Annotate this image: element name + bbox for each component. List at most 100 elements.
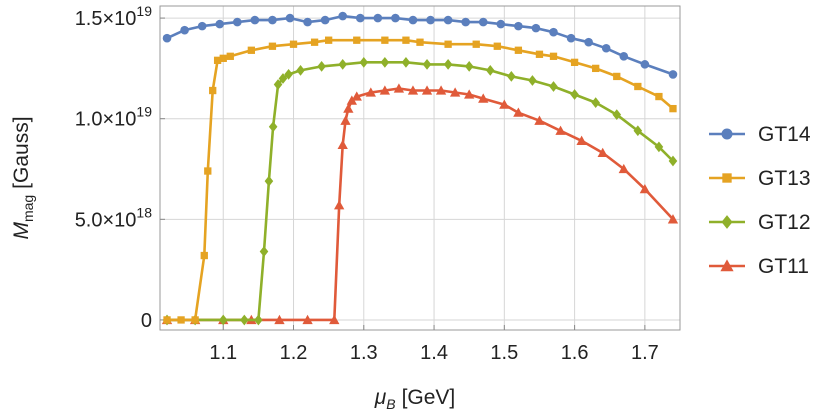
y-axis-label: Mmag [Gauss] (10, 116, 36, 239)
data-point (407, 85, 419, 95)
y-tick-mantissa: 0 (141, 310, 152, 332)
data-point (613, 72, 621, 81)
legend-marker (721, 128, 733, 140)
legend-label: GT13 (758, 167, 811, 190)
data-point (329, 314, 340, 325)
data-point (259, 246, 269, 257)
data-point (204, 167, 212, 175)
data-point (472, 40, 480, 48)
y-axis-label-symbol: M (10, 222, 33, 240)
data-point (514, 46, 523, 54)
legend-label: GT11 (758, 255, 809, 278)
x-tick-label: 1.4 (420, 342, 448, 364)
data-point (528, 75, 537, 86)
y-tick-mantissa: 1.5×10 (75, 8, 137, 30)
y-tick-mantissa: 5.0×10 (75, 209, 137, 231)
legend-marker (720, 259, 734, 272)
data-point (337, 139, 348, 149)
data-point (640, 60, 650, 69)
data-point (534, 115, 545, 125)
y-tick-label: 0 (141, 310, 152, 332)
x-tick-label: 1.1 (209, 342, 237, 364)
data-point (549, 81, 558, 92)
legend: GT14 GT13 GT12 GT11 (709, 123, 811, 278)
data-point (639, 183, 651, 194)
data-point (373, 13, 383, 23)
x-axis-label-unit: [GeV] (402, 386, 456, 409)
plot-frame (159, 5, 681, 331)
data-point (302, 314, 313, 325)
data-point (197, 21, 207, 31)
data-point (618, 163, 629, 174)
data-point (213, 56, 222, 64)
data-point (303, 17, 312, 27)
legend-item-gt11: GT11 (709, 255, 809, 278)
x-axis-ticks: 1.1 1.2 1.3 1.4 1.5 1.6 1.7 (209, 325, 659, 364)
data-point (597, 147, 608, 158)
data-point (209, 86, 217, 95)
data-point (180, 25, 189, 35)
data-point (247, 46, 256, 54)
y-tick-exponent: 19 (136, 104, 152, 120)
data-point (461, 17, 470, 27)
data-point (669, 104, 677, 113)
data-point (591, 97, 600, 108)
data-point (268, 15, 277, 25)
data-point (232, 17, 242, 27)
data-point (200, 251, 208, 260)
data-point (416, 38, 424, 46)
data-point (655, 92, 663, 101)
series-line (167, 61, 674, 322)
legend-label: GT14 (758, 123, 811, 146)
data-point (566, 33, 576, 43)
data-point (353, 36, 361, 44)
data-point (619, 52, 629, 61)
y-tick-label: 5.0×1018 (75, 204, 153, 231)
data-point (668, 155, 678, 167)
data-point (513, 107, 524, 117)
data-point (338, 11, 348, 21)
data-point (555, 125, 566, 135)
data-point (254, 314, 263, 326)
legend-item-gt12: GT12 (709, 211, 811, 234)
data-point (285, 13, 295, 23)
data-point (464, 60, 474, 72)
data-point (570, 89, 579, 100)
data-point (218, 314, 228, 326)
data-point (402, 36, 410, 44)
data-point (570, 58, 579, 67)
data-point (667, 214, 679, 224)
data-point (549, 52, 558, 60)
y-tick-label: 1.5×1019 (75, 3, 153, 30)
data-point (162, 33, 172, 43)
data-point (264, 175, 274, 187)
data-point (296, 65, 305, 76)
data-point (289, 40, 298, 48)
data-point (634, 82, 642, 91)
x-axis-label-subscript: B (386, 396, 395, 412)
series-gt14 (162, 11, 678, 79)
data-point (408, 15, 418, 25)
data-point (496, 19, 506, 29)
data-point (514, 21, 523, 31)
data-point (391, 13, 400, 23)
data-point (226, 52, 234, 60)
data-point (317, 60, 326, 72)
data-point (219, 54, 227, 62)
data-point (250, 15, 260, 25)
data-point (443, 15, 453, 25)
data-point (444, 40, 452, 48)
data-point (365, 87, 376, 97)
data-point (612, 109, 622, 121)
data-point (478, 93, 489, 103)
data-point (215, 19, 225, 29)
data-point (284, 69, 293, 80)
data-point (351, 91, 362, 101)
y-tick-label: 1.0×1019 (75, 104, 153, 131)
data-point (334, 200, 345, 210)
y-axis-label-unit: [Gauss] (10, 116, 33, 188)
x-tick-label: 1.3 (350, 342, 378, 364)
data-point (177, 316, 185, 324)
